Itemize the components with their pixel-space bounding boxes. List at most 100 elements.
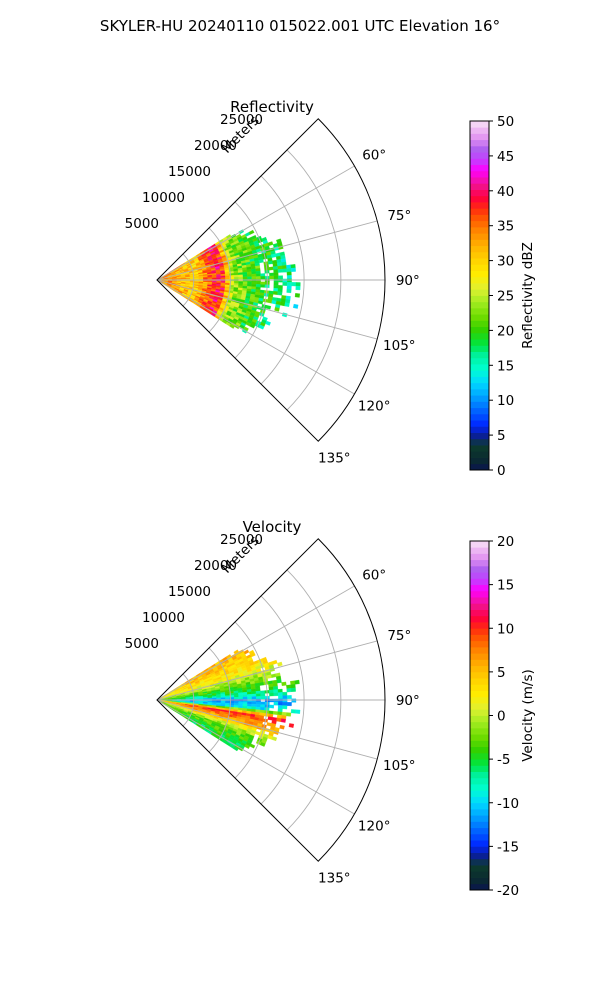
field-cell bbox=[273, 269, 279, 274]
field-cell bbox=[244, 744, 251, 749]
field-cell bbox=[294, 293, 300, 298]
colorbar-segment bbox=[470, 840, 489, 847]
field-cell bbox=[256, 281, 261, 285]
velocity-colorbar-label: Velocity (m/s) bbox=[520, 669, 536, 762]
colorbar-segment bbox=[470, 189, 489, 197]
colorbar-segment bbox=[470, 852, 489, 860]
azimuth-tick-label: 90° bbox=[396, 273, 420, 289]
colorbar-segment bbox=[470, 784, 489, 791]
colorbar-segment bbox=[470, 395, 489, 402]
range-tick-label: 5000 bbox=[125, 636, 159, 652]
field-cell bbox=[246, 271, 252, 275]
field-cell bbox=[225, 697, 230, 700]
field-cell bbox=[234, 281, 239, 284]
colorbar-segment bbox=[470, 821, 489, 829]
field-cell bbox=[271, 736, 278, 742]
field-cell bbox=[273, 689, 279, 694]
field-cell bbox=[203, 698, 208, 700]
field-cell bbox=[280, 301, 286, 307]
colorbar-segment bbox=[470, 127, 489, 134]
field-cell bbox=[234, 277, 239, 280]
field-cell bbox=[295, 709, 301, 714]
azimuth-tick-label: 135° bbox=[318, 870, 351, 886]
colorbar-segment bbox=[470, 426, 489, 434]
field-cell bbox=[271, 673, 277, 678]
colorbar-segment bbox=[470, 326, 489, 334]
colorbar-segment bbox=[470, 401, 489, 409]
velocity-colorbar: -20 -15 -10 -5 0 5 10 15 20 bbox=[469, 534, 519, 899]
field-cell bbox=[225, 275, 230, 278]
colorbar-segment bbox=[470, 339, 489, 346]
field-cell bbox=[290, 680, 296, 685]
field-cell bbox=[281, 265, 287, 270]
field-cell bbox=[255, 693, 261, 697]
colorbar-tick-label: 20 bbox=[497, 323, 514, 339]
colorbar-segment bbox=[470, 445, 489, 452]
sector-outline bbox=[156, 118, 386, 442]
field-cell bbox=[286, 282, 292, 287]
field-cell bbox=[295, 282, 301, 287]
colorbar-segment bbox=[470, 382, 489, 390]
field-cell bbox=[238, 274, 244, 278]
field-cell bbox=[282, 695, 288, 700]
field-cell bbox=[276, 679, 282, 684]
range-tick-label: 10000 bbox=[142, 610, 185, 626]
field-cell bbox=[291, 698, 297, 703]
colorbar-segment bbox=[470, 796, 489, 804]
field-cell bbox=[273, 266, 279, 270]
field-cell bbox=[251, 693, 257, 697]
field-cell bbox=[277, 262, 283, 267]
colorbar-tick-label: -15 bbox=[497, 839, 519, 855]
field-cell bbox=[282, 278, 288, 283]
field-cell bbox=[251, 276, 257, 280]
field-cell bbox=[265, 320, 271, 326]
colorbar-segment bbox=[470, 388, 489, 396]
velocity-panel: Velocity 5000 10000 15000 20000 25000 60° 75° 9… bbox=[125, 518, 536, 899]
colorbar-tick-label: 40 bbox=[497, 184, 514, 200]
colorbar-segment bbox=[470, 245, 489, 253]
reflectivity-title: Reflectivity bbox=[230, 98, 314, 116]
field-cell bbox=[255, 690, 261, 695]
field-cell bbox=[247, 696, 253, 700]
field-cell bbox=[267, 716, 273, 721]
colorbar-segment bbox=[470, 457, 489, 465]
azimuth-tick-label: 60° bbox=[362, 568, 386, 584]
field-cell bbox=[290, 684, 296, 689]
field-cell bbox=[220, 697, 226, 700]
field-cell bbox=[251, 271, 257, 275]
field-cell bbox=[251, 696, 257, 700]
range-tick-label: 5000 bbox=[125, 216, 159, 232]
field-cell bbox=[255, 704, 261, 708]
field-cell bbox=[286, 688, 292, 693]
field-cell bbox=[273, 281, 279, 286]
colorbar-segment bbox=[470, 121, 489, 128]
azimuth-tick-label: 75° bbox=[387, 628, 411, 644]
field-cell bbox=[294, 679, 300, 685]
colorbar-segment bbox=[470, 703, 489, 710]
field-cell bbox=[273, 686, 279, 690]
colorbar-segment bbox=[470, 877, 489, 885]
field-cell bbox=[242, 691, 248, 695]
colorbar-segment bbox=[470, 264, 489, 271]
field-cell bbox=[255, 688, 261, 692]
field-cell bbox=[198, 698, 204, 700]
field-cell bbox=[265, 305, 272, 310]
colorbar-segment bbox=[470, 226, 489, 234]
field-cell bbox=[203, 278, 208, 280]
field-cell bbox=[290, 687, 296, 692]
field-cell bbox=[278, 695, 283, 700]
colorbar-segment bbox=[470, 270, 489, 278]
colorbar-segment bbox=[470, 808, 489, 816]
field-cell bbox=[287, 278, 292, 283]
field-cell bbox=[234, 701, 239, 704]
colorbar-segment bbox=[470, 351, 489, 359]
field-cell bbox=[277, 268, 283, 273]
field-cell bbox=[234, 697, 239, 700]
colorbar-tick-label: 10 bbox=[497, 621, 514, 637]
field-cell bbox=[286, 271, 292, 276]
field-cell bbox=[268, 686, 274, 691]
field-cell bbox=[267, 241, 274, 246]
colorbar-tick-label: -20 bbox=[497, 883, 519, 899]
colorbar-segment bbox=[470, 740, 489, 748]
colorbar-segment bbox=[470, 634, 489, 642]
